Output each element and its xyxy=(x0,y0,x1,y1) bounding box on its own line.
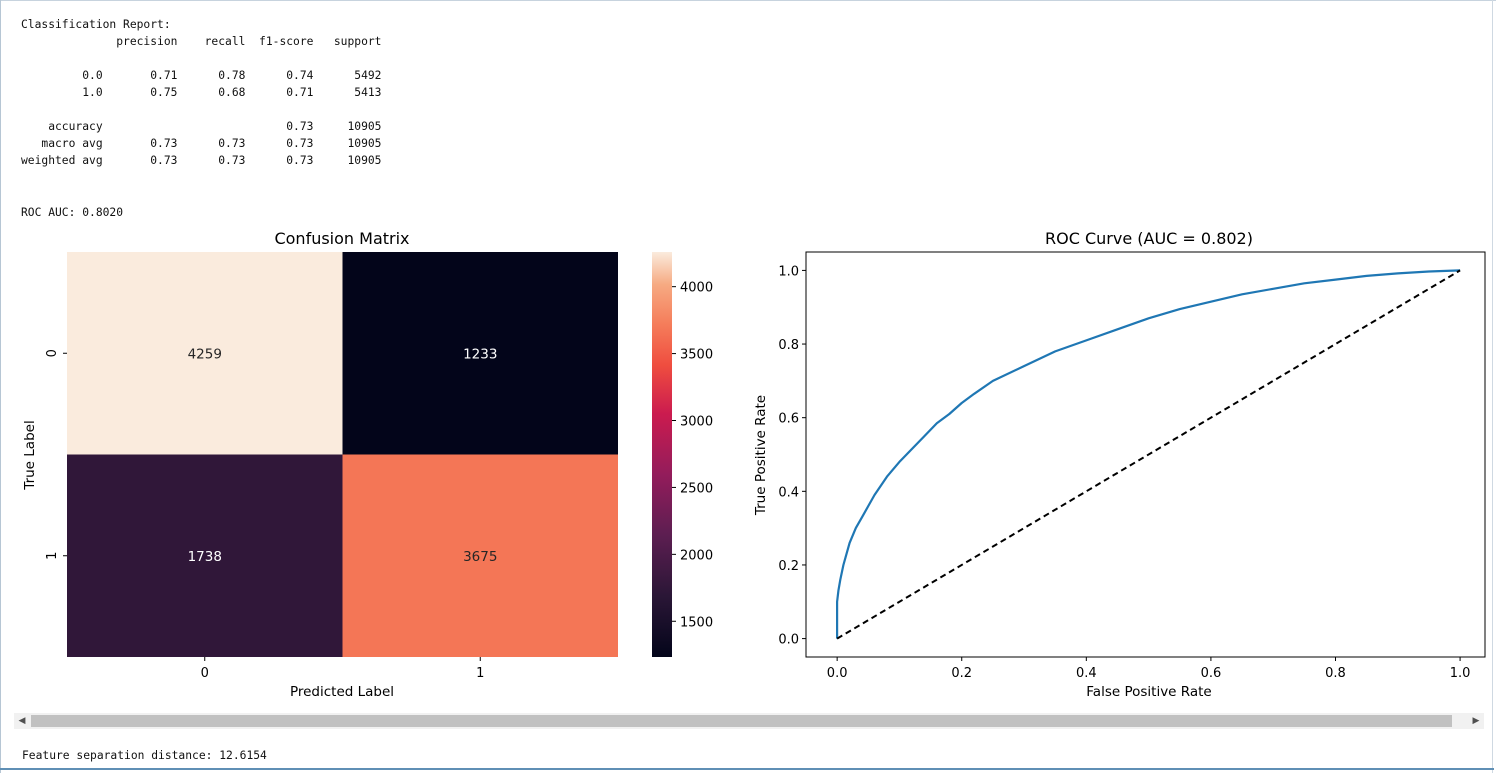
cm-ytick-label-1: 1 xyxy=(45,552,60,560)
cm-ytick-label-0: 0 xyxy=(45,349,60,357)
roc-curve-line xyxy=(835,269,1461,639)
cm-value-1-0: 1738 xyxy=(188,549,222,565)
roc-ytick-label-1.0: 1.0 xyxy=(778,264,799,279)
window-left-border xyxy=(0,0,1,773)
roc-axes-frame xyxy=(805,251,1486,658)
roc-ytick-label-0.4: 0.4 xyxy=(778,485,799,500)
cm-value-0-0: 4259 xyxy=(188,346,222,362)
roc-xlabel: False Positive Rate xyxy=(1086,684,1211,700)
scrollbar-thumb[interactable] xyxy=(31,715,1452,727)
confusion-matrix-ylabel: True Label xyxy=(22,420,38,490)
roc-auc-output: ROC AUC: 0.8020 xyxy=(21,206,124,219)
scroll-left-arrow-icon[interactable]: ◀ xyxy=(18,716,26,726)
cm-cell-1-1 xyxy=(342,454,618,657)
roc-ytick-label-0.8: 0.8 xyxy=(778,338,799,353)
cm-cell-0-1 xyxy=(342,252,618,455)
colorbar-tick-label-1500: 1500 xyxy=(680,615,713,630)
window-right-border xyxy=(1492,0,1493,773)
scroll-right-arrow-icon[interactable]: ▶ xyxy=(1472,716,1480,726)
cm-xtick-label-1: 1 xyxy=(476,666,484,681)
roc-ytick-label-0.0: 0.0 xyxy=(778,633,799,648)
colorbar xyxy=(652,252,672,657)
confusion-matrix-title: Confusion Matrix xyxy=(274,229,409,248)
colorbar-tick-label-4000: 4000 xyxy=(680,281,713,296)
colorbar-tick-label-3000: 3000 xyxy=(680,415,713,430)
window-top-border xyxy=(0,0,1496,1)
cell-focus-border xyxy=(0,768,1494,770)
feature-separation-output: Feature separation distance: 12.6154 xyxy=(22,749,267,762)
cm-cell-1-0 xyxy=(67,454,343,657)
classification-report: Classification Report: precision recall … xyxy=(21,18,382,167)
roc-xtick-label-1.0: 1.0 xyxy=(1450,666,1471,681)
roc-xtick-label-0.8: 0.8 xyxy=(1325,666,1346,681)
colorbar-tick-label-2500: 2500 xyxy=(680,481,713,496)
horizontal-scrollbar[interactable]: ◀ ▶ xyxy=(14,713,1484,729)
cm-xtick-label-0: 0 xyxy=(201,666,209,681)
cm-value-1-1: 3675 xyxy=(463,549,497,565)
roc-xtick-label-0.6: 0.6 xyxy=(1201,666,1222,681)
roc-curve-title: ROC Curve (AUC = 0.802) xyxy=(1045,229,1253,248)
roc-xtick-label-0.4: 0.4 xyxy=(1076,666,1097,681)
roc-curve-chart: ROC Curve (AUC = 0.802) 0.0 0.2 0.4 0.6 0.8 1… xyxy=(753,229,1486,700)
cm-value-0-1: 1233 xyxy=(463,346,497,362)
confusion-matrix-xlabel: Predicted Label xyxy=(290,684,394,700)
colorbar-tick-label-2000: 2000 xyxy=(680,548,713,563)
roc-xtick-label-0.0: 0.0 xyxy=(827,666,848,681)
colorbar-tick-label-3500: 3500 xyxy=(680,348,713,363)
cm-cell-0-0 xyxy=(67,252,343,455)
roc-xtick-label-0.2: 0.2 xyxy=(951,666,972,681)
roc-ytick-label-0.6: 0.6 xyxy=(778,412,799,427)
roc-ylabel: True Positive Rate xyxy=(753,395,769,516)
roc-diagonal-reference-line xyxy=(836,269,1461,640)
roc-ytick-label-0.2: 0.2 xyxy=(778,559,799,574)
